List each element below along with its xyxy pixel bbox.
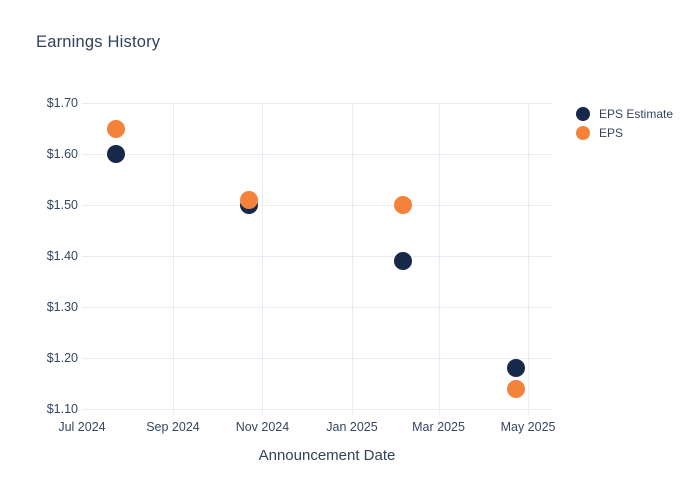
x-gridline <box>351 103 353 415</box>
y-tick-label: $1.60 <box>46 147 78 161</box>
y-gridline <box>82 103 553 104</box>
y-tick-label: $1.40 <box>46 249 78 263</box>
x-tick-label: Nov 2024 <box>235 420 290 434</box>
legend-item-eps[interactable]: EPS <box>576 126 673 140</box>
y-gridline <box>82 256 553 257</box>
y-tick-label: $1.50 <box>46 198 78 212</box>
y-gridline <box>82 205 553 206</box>
y-tick-label: $1.70 <box>46 96 78 110</box>
x-gridline <box>172 103 174 415</box>
y-tick-label: $1.30 <box>46 300 78 314</box>
x-gridline <box>438 103 440 415</box>
data-point-eps-estimate <box>394 252 413 271</box>
x-tick-label: Jan 2025 <box>326 420 378 434</box>
legend-swatch-eps-estimate <box>576 107 590 121</box>
legend-label-eps-estimate: EPS Estimate <box>599 107 674 121</box>
data-point-eps-estimate <box>507 359 526 378</box>
data-point-eps <box>106 119 125 138</box>
data-point-eps <box>240 190 259 209</box>
chart-title: Earnings History <box>36 33 161 51</box>
data-point-eps <box>394 196 413 214</box>
y-tick-label: $1.10 <box>46 402 78 416</box>
x-gridline <box>528 103 530 415</box>
x-tick-label: May 2025 <box>500 420 556 434</box>
legend-item-eps-estimate[interactable]: EPS Estimate <box>576 107 673 121</box>
data-point-eps <box>507 379 526 398</box>
x-gridline <box>262 103 264 415</box>
y-gridline <box>82 154 553 155</box>
y-gridline <box>82 307 553 308</box>
y-gridline <box>82 409 553 410</box>
y-gridline <box>82 358 553 359</box>
x-tick-label: Mar 2025 <box>412 420 465 434</box>
legend-swatch-eps <box>576 126 590 140</box>
x-tick-label: Jul 2024 <box>58 420 106 434</box>
legend-label-eps: EPS <box>599 126 624 140</box>
data-point-eps-estimate <box>106 145 125 163</box>
legend: EPS Estimate EPS <box>576 107 673 140</box>
y-tick-label: $1.20 <box>46 351 78 365</box>
x-tick-label: Sep 2024 <box>146 420 200 434</box>
x-axis-title: Announcement Date <box>258 447 396 464</box>
